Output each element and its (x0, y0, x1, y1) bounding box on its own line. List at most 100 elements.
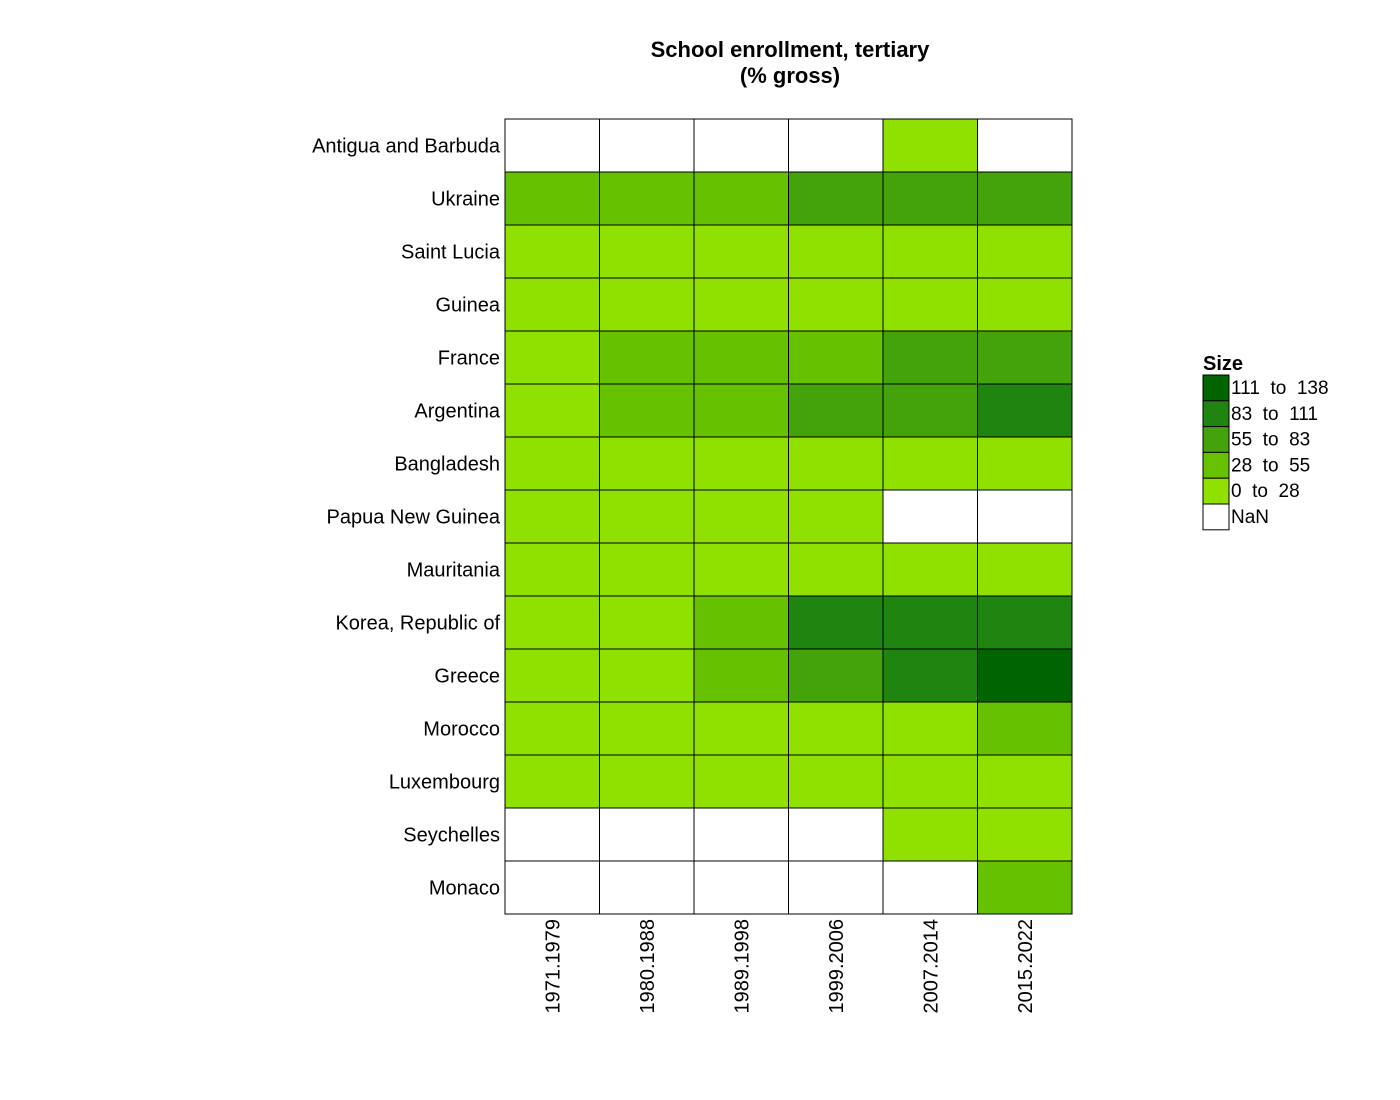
row-label: Antigua and Barbuda (312, 136, 501, 158)
column-label: 1971.1979 (542, 919, 564, 1014)
legend-swatch (1202, 477, 1230, 505)
heatmap-cell (788, 648, 884, 703)
heatmap-cell (504, 277, 600, 332)
heatmap-cell (788, 860, 884, 915)
legend: Size 111 to 138 83 to 111 55 to 83 28 to 55… (1202, 353, 1329, 531)
heatmap-cell (504, 118, 600, 173)
heatmap-cell (882, 754, 978, 809)
heatmap-cell (788, 171, 884, 226)
heatmap-cell (788, 754, 884, 809)
heatmap-cell (788, 595, 884, 650)
heatmap-cell (882, 277, 978, 332)
heatmap-cell (977, 118, 1073, 173)
heatmap-cells (504, 118, 1073, 915)
column-label: 1999.2006 (826, 919, 848, 1014)
heatmap-cell (599, 489, 695, 544)
heatmap-cell (977, 754, 1073, 809)
row-label: Monaco (429, 878, 500, 900)
legend-swatch (1202, 451, 1230, 479)
column-label: 2015.2022 (1015, 919, 1037, 1014)
legend-label: 0 to 28 (1231, 481, 1300, 502)
heatmap-cell (882, 542, 978, 597)
column-label: 1989.1998 (731, 919, 753, 1014)
heatmap-cell (977, 224, 1073, 279)
row-label: Papua New Guinea (327, 507, 501, 529)
heatmap-cell (882, 224, 978, 279)
chart-title-line-1: School enrollment, tertiary (651, 37, 930, 62)
heatmap-cell (882, 436, 978, 491)
heatmap-cell (599, 330, 695, 385)
heatmap-cell (599, 277, 695, 332)
row-label: Morocco (423, 719, 500, 741)
heatmap-cell (693, 807, 789, 862)
heatmap-cell (693, 754, 789, 809)
heatmap-cell (504, 383, 600, 438)
heatmap-cell (693, 383, 789, 438)
heatmap-cell (882, 118, 978, 173)
legend-label: 83 to 111 (1231, 404, 1318, 425)
heatmap-cell (504, 807, 600, 862)
heatmap-cell (504, 436, 600, 491)
heatmap-cell (693, 860, 789, 915)
row-label: Saint Lucia (401, 242, 501, 264)
heatmap-cell (693, 489, 789, 544)
heatmap-cell (977, 807, 1073, 862)
heatmap-cell (504, 648, 600, 703)
heatmap-cell (977, 171, 1073, 226)
heatmap-cell (977, 383, 1073, 438)
heatmap-cell (977, 436, 1073, 491)
heatmap-cell (599, 701, 695, 756)
heatmap-cell (504, 224, 600, 279)
row-label: Korea, Republic of (335, 613, 500, 635)
heatmap-cell (977, 330, 1073, 385)
heatmap-cell (882, 489, 978, 544)
heatmap-cell (788, 701, 884, 756)
heatmap-cell (788, 330, 884, 385)
heatmap-cell (599, 648, 695, 703)
heatmap-cell (882, 330, 978, 385)
heatmap-cell (693, 595, 789, 650)
row-labels: Antigua and Barbuda Ukraine Saint Lucia Gui… (312, 136, 501, 900)
heatmap-cell (882, 648, 978, 703)
heatmap-cell (504, 595, 600, 650)
heatmap-cell (504, 754, 600, 809)
heatmap-cell (504, 542, 600, 597)
row-label: Bangladesh (394, 454, 500, 476)
heatmap-cell (504, 330, 600, 385)
heatmap-cell (599, 754, 695, 809)
heatmap-cell (977, 542, 1073, 597)
heatmap-cell (504, 701, 600, 756)
heatmap-cell (977, 489, 1073, 544)
legend-label: 111 to 138 (1231, 378, 1329, 399)
legend-swatch (1202, 426, 1230, 453)
heatmap-cell (599, 860, 695, 915)
heatmap-cell (599, 807, 695, 862)
heatmap-cell (693, 436, 789, 491)
chart-title-line-2: (% gross) (740, 63, 840, 88)
heatmap-cell (693, 701, 789, 756)
row-label: Mauritania (407, 560, 501, 582)
heatmap-cell (882, 860, 978, 915)
heatmap-cell (788, 542, 884, 597)
heatmap-cell (788, 383, 884, 438)
heatmap-cell (788, 436, 884, 491)
row-label: Ukraine (431, 189, 500, 211)
heatmap-cell (693, 171, 789, 226)
legend-title: Size (1203, 353, 1243, 375)
heatmap-cell (693, 118, 789, 173)
heatmap-cell (882, 383, 978, 438)
heatmap-cell (599, 118, 695, 173)
heatmap-cell (788, 807, 884, 862)
column-label: 1980.1988 (637, 919, 659, 1014)
heatmap-cell (882, 701, 978, 756)
row-label: Argentina (414, 401, 500, 423)
heatmap-cell (977, 277, 1073, 332)
legend-swatch (1202, 503, 1230, 531)
column-labels: 1971.1979 1980.1988 1989.1998 1999.2006 2007… (542, 919, 1037, 1014)
heatmap-cell (788, 224, 884, 279)
column-label: 2007.2014 (920, 919, 942, 1014)
heatmap-cell (788, 118, 884, 173)
heatmap-cell (882, 595, 978, 650)
heatmap-cell (504, 171, 600, 226)
